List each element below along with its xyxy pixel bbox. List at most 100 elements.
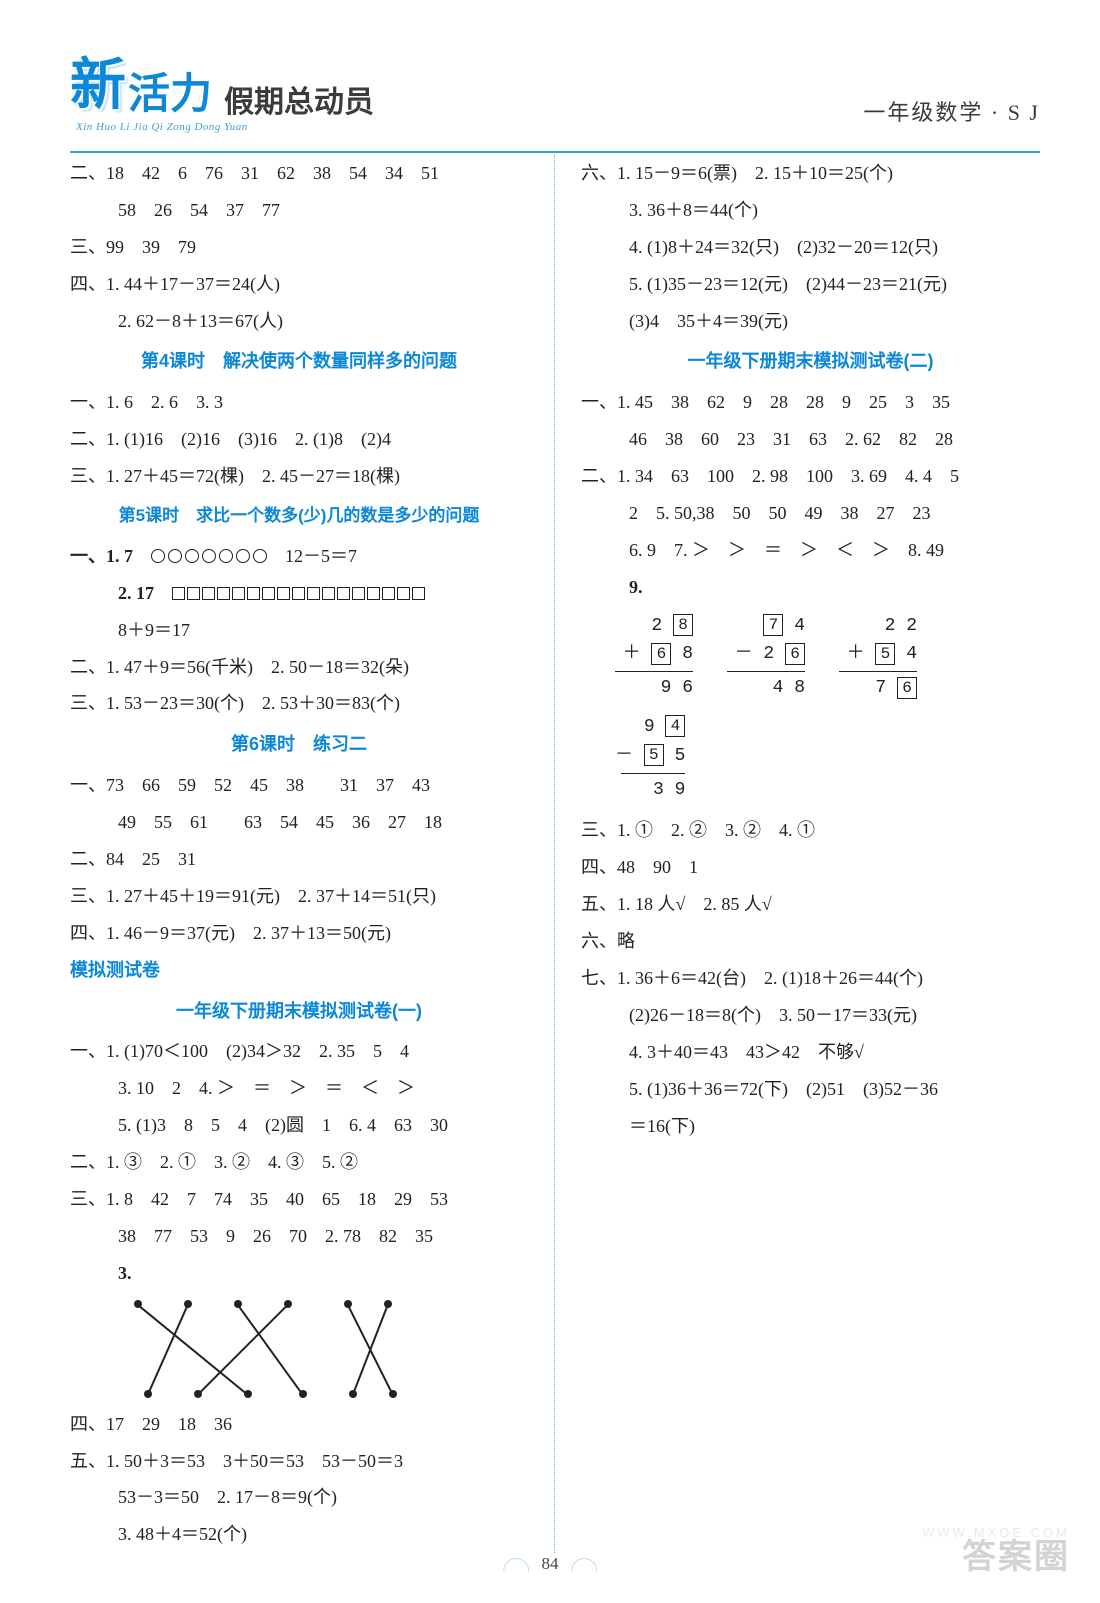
- arith-line: 9 4: [615, 713, 685, 742]
- content-columns: 二、18 42 6 76 31 62 38 54 34 51 58 26 54 …: [70, 155, 1040, 1553]
- arith-line: 7 6: [839, 674, 917, 703]
- text-line: 58 26 54 37 77: [70, 192, 528, 229]
- header-pinyin: Xin Huo Li Jia Qi Zong Dong Yuan: [76, 121, 374, 133]
- text-line: 5. (1)3 8 5 4 (2)圆 1 6. 4 63 30: [70, 1107, 528, 1144]
- vertical-arith-row: 2 8＋ 6 89 67 4－ 2 64 82 2＋ 5 47 6: [581, 612, 1040, 703]
- boxed-digit: 4: [665, 715, 685, 737]
- text-line: 一、1. 6 2. 6 3. 3: [70, 384, 528, 421]
- section-heading: 第5课时 求比一个数多(少)几的数是多少的问题: [70, 499, 528, 534]
- boxed-digit: 6: [785, 643, 805, 665]
- left-column: 二、18 42 6 76 31 62 38 54 34 51 58 26 54 …: [70, 155, 555, 1553]
- text-line: 四、48 90 1: [581, 849, 1040, 886]
- line-prefix: 2. 17: [118, 575, 154, 612]
- logo-huoli: 活力: [128, 60, 212, 121]
- circle-icon: [151, 549, 165, 563]
- section-heading: 一年级下册期末模拟测试卷(一): [70, 993, 528, 1030]
- circle-icon: [253, 549, 267, 563]
- square-icon: [307, 587, 320, 600]
- text-line: 二、1. (1)16 (2)16 (3)16 2. (1)8 (2)4: [70, 421, 528, 458]
- circle-icon: [185, 549, 199, 563]
- square-icon: [262, 587, 275, 600]
- logo-block: 新 活力 假期总动员: [70, 40, 374, 121]
- text-line: 46 38 60 23 31 63 2. 62 82 28: [581, 421, 1040, 458]
- text-line: 三、1. 53－23＝30(个) 2. 53＋30＝83(个): [70, 685, 528, 722]
- text-line: 五、1. 50＋3＝53 3＋50＝53 53－50＝3: [70, 1443, 528, 1480]
- circle-icon: [219, 549, 233, 563]
- text-line: 一、1. (1)70＜100 (2)34＞32 2. 35 5 4: [70, 1033, 528, 1070]
- square-icon: [367, 587, 380, 600]
- page-number-value: 84: [534, 1554, 567, 1573]
- arith-line: 7 4: [727, 612, 805, 641]
- pagenum-deco-icon: [571, 1558, 597, 1572]
- arith-rule: [839, 671, 917, 672]
- circle-icon: [168, 549, 182, 563]
- vertical-arithmetic: 7 4－ 2 6 4 8: [727, 612, 805, 703]
- circle-icon: [202, 549, 216, 563]
- square-icon: [352, 587, 365, 600]
- text-line: 49 55 61 63 54 45 36 27 18: [70, 804, 528, 841]
- vertical-arithmetic: 9 4－ 5 53 9: [615, 713, 685, 804]
- boxed-digit: 6: [651, 643, 671, 665]
- text-line: 2. 62－8＋13＝67(人): [70, 303, 528, 340]
- square-shapes: [172, 587, 425, 600]
- text-line: 三、1. 27＋45＋19＝91(元) 2. 37＋14＝51(只): [70, 878, 528, 915]
- text-line: 9.: [581, 569, 1040, 606]
- text-line: 8＋9＝17: [70, 612, 528, 649]
- square-icon: [187, 587, 200, 600]
- arith-rule: [615, 671, 693, 672]
- circle-icon: [236, 549, 250, 563]
- text-line: 三、1. ① 2. ② 3. ② 4. ①: [581, 812, 1040, 849]
- text-line: 一、1. 45 38 62 9 28 28 9 25 3 35: [581, 384, 1040, 421]
- circle-shapes: [151, 549, 267, 563]
- square-icon: [217, 587, 230, 600]
- text-line: 四、1. 44＋17－37＝24(人): [70, 266, 528, 303]
- square-icon: [322, 587, 335, 600]
- shape-row-circles: 一、1. 7 12－5＝7: [70, 538, 528, 575]
- edge-line: [197, 1304, 288, 1395]
- page-header: 新 活力 假期总动员 Xin Huo Li Jia Qi Zong Dong Y…: [70, 40, 1040, 133]
- text-line: 五、1. 18 人√ 2. 85 人√: [581, 886, 1040, 923]
- line-prefix: 一、1. 7: [70, 538, 133, 575]
- arith-line: 4 8: [727, 674, 805, 703]
- arith-line: 9 6: [615, 674, 693, 703]
- section-heading: 第6课时 练习二: [70, 726, 528, 763]
- watermark-main: 答案圈: [962, 1529, 1070, 1578]
- square-icon: [247, 587, 260, 600]
- square-icon: [382, 587, 395, 600]
- arith-rule: [621, 773, 685, 774]
- text-line: 2 5. 50,38 50 50 49 38 27 23: [581, 495, 1040, 532]
- right-column: 六、1. 15－9＝6(票) 2. 15＋10＝25(个) 3. 36＋8＝44…: [555, 155, 1040, 1553]
- edge-line: [352, 1304, 388, 1395]
- header-title: 假期总动员: [224, 77, 374, 121]
- boxed-digit: 5: [644, 744, 664, 766]
- text-line: 二、1. ③ 2. ① 3. ② 4. ③ 5. ②: [70, 1144, 528, 1181]
- text-line: 53－3＝50 2. 17－8＝9(个): [70, 1479, 528, 1516]
- square-icon: [232, 587, 245, 600]
- text-line: 5. (1)36＋36＝72(下) (2)51 (3)52－36: [581, 1071, 1040, 1108]
- text-line: 四、1. 46－9＝37(元) 2. 37＋13＝50(元): [70, 915, 528, 952]
- edge-line: [237, 1304, 303, 1395]
- arith-line: ＋ 5 4: [839, 640, 917, 669]
- square-icon: [172, 587, 185, 600]
- header-left: 新 活力 假期总动员 Xin Huo Li Jia Qi Zong Dong Y…: [70, 40, 374, 133]
- text-line: ＝16(下): [581, 1108, 1040, 1145]
- text-line: 3.: [70, 1255, 528, 1292]
- square-icon: [412, 587, 425, 600]
- text-line: 3. 10 2 4. ＞ ＝ ＞ ＝ ＜ ＞: [70, 1070, 528, 1107]
- section-heading: 模拟测试卷: [70, 952, 528, 989]
- text-line: 七、1. 36＋6＝42(台) 2. (1)18＋26＝44(个): [581, 960, 1040, 997]
- text-line: 二、84 25 31: [70, 841, 528, 878]
- pagenum-deco-icon: [503, 1558, 529, 1572]
- arith-line: ＋ 6 8: [615, 640, 693, 669]
- text-line: 6. 9 7. ＞ ＞ ＝ ＞ ＜ ＞ 8. 49: [581, 532, 1040, 569]
- text-line: 3. 36＋8＝44(个): [581, 192, 1040, 229]
- text-line: 一、73 66 59 52 45 38 31 37 43: [70, 767, 528, 804]
- page: 新 活力 假期总动员 Xin Huo Li Jia Qi Zong Dong Y…: [0, 0, 1100, 1603]
- arith-line: － 2 6: [727, 640, 805, 669]
- text-line: 六、1. 15－9＝6(票) 2. 15＋10＝25(个): [581, 155, 1040, 192]
- square-icon: [337, 587, 350, 600]
- square-icon: [397, 587, 410, 600]
- header-rule: [70, 151, 1040, 153]
- line-suffix: 12－5＝7: [285, 538, 357, 575]
- text-line: 38 77 53 9 26 70 2. 78 82 35: [70, 1218, 528, 1255]
